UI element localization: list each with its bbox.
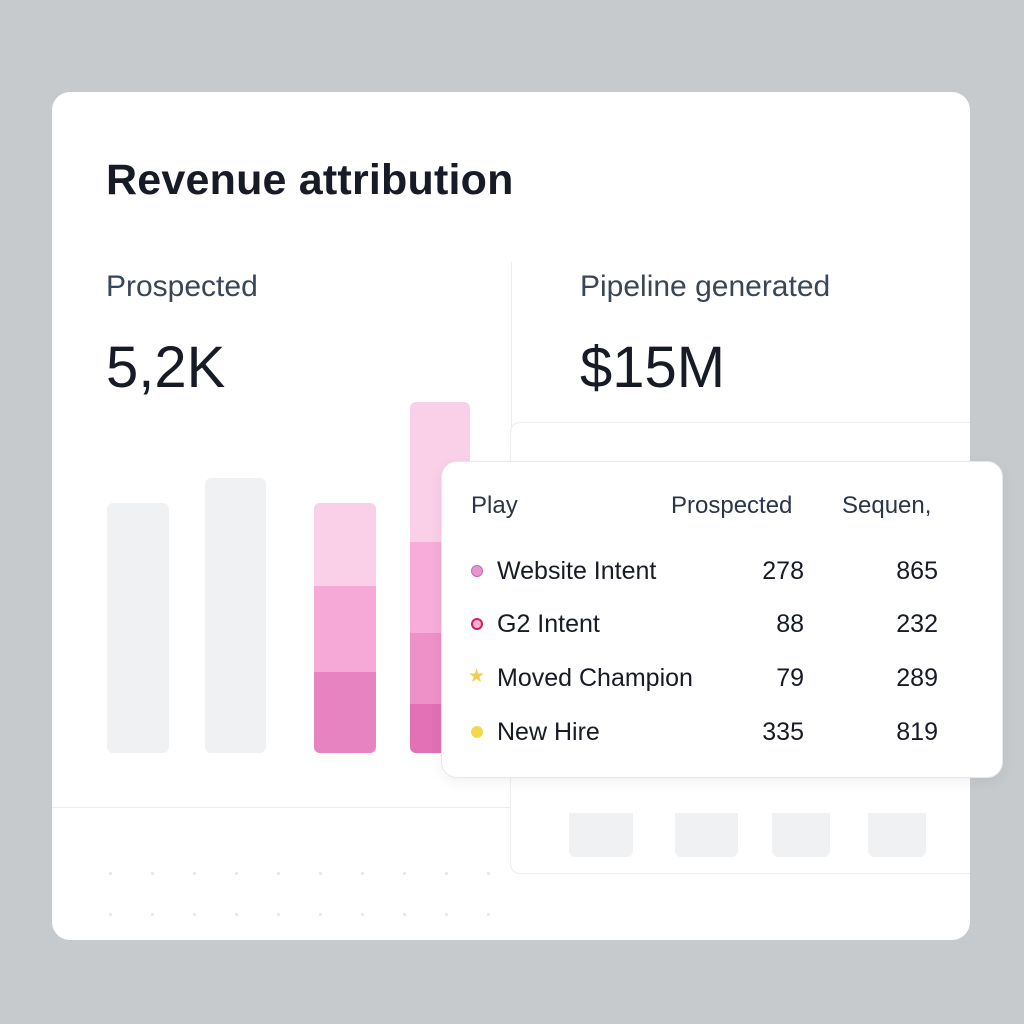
grid-dot bbox=[361, 872, 364, 875]
prospected-bar bbox=[205, 478, 266, 753]
pipeline-bar bbox=[868, 813, 926, 857]
table-row[interactable]: New Hire 335 819 bbox=[442, 712, 1002, 752]
play-name: Moved Champion bbox=[497, 664, 693, 692]
table-row[interactable]: Website Intent 278 865 bbox=[442, 551, 1002, 591]
header-play: Play bbox=[471, 492, 518, 519]
grid-dot bbox=[361, 913, 364, 916]
prospected-count: 278 bbox=[762, 557, 804, 585]
grid-dot bbox=[151, 872, 154, 875]
grid-dot bbox=[319, 913, 322, 916]
prospected-value: 5,2K bbox=[106, 335, 226, 400]
prospected-count: 335 bbox=[762, 718, 804, 746]
grid-dot bbox=[109, 872, 112, 875]
grid-dot bbox=[109, 913, 112, 916]
sequenced-count: 865 bbox=[896, 557, 938, 585]
plays-tooltip-table: Play Prospected Sequen, Website Intent 2… bbox=[441, 461, 1003, 778]
play-name: G2 Intent bbox=[497, 610, 600, 638]
prospected-count: 79 bbox=[776, 664, 804, 692]
play-name: Website Intent bbox=[497, 557, 657, 585]
card-title: Revenue attribution bbox=[106, 156, 514, 204]
grid-dot bbox=[487, 872, 490, 875]
grid-dot bbox=[277, 872, 280, 875]
prospected-label: Prospected bbox=[106, 270, 258, 303]
grid-dot bbox=[277, 913, 280, 916]
divider bbox=[52, 807, 511, 808]
ring-dot-icon bbox=[471, 618, 483, 630]
bar-segment bbox=[314, 503, 376, 586]
grid-dot bbox=[151, 913, 154, 916]
bar-segment bbox=[314, 586, 376, 672]
pipeline-bar bbox=[772, 813, 830, 857]
sequenced-count: 232 bbox=[896, 610, 938, 638]
pipeline-value: $15M bbox=[580, 335, 726, 400]
star-icon: ★ bbox=[468, 666, 486, 687]
prospected-bar-stacked bbox=[314, 503, 376, 753]
grid-dot bbox=[487, 913, 490, 916]
yellow-dot-icon bbox=[471, 726, 483, 738]
pipeline-label: Pipeline generated bbox=[580, 270, 831, 303]
grid-dot bbox=[235, 872, 238, 875]
grid-dot bbox=[193, 872, 196, 875]
pipeline-bar bbox=[569, 813, 633, 857]
play-name: New Hire bbox=[497, 718, 600, 746]
grid-dot bbox=[193, 913, 196, 916]
grid-dot bbox=[319, 872, 322, 875]
grid-dot bbox=[403, 913, 406, 916]
sequenced-count: 819 bbox=[896, 718, 938, 746]
table-row[interactable]: ★ Moved Champion 79 289 bbox=[442, 658, 1002, 698]
prospected-count: 88 bbox=[776, 610, 804, 638]
pipeline-bar bbox=[675, 813, 738, 857]
grid-dot bbox=[235, 913, 238, 916]
pink-dot-icon bbox=[471, 565, 483, 577]
prospected-bar bbox=[107, 503, 169, 753]
grid-dot bbox=[403, 872, 406, 875]
table-row[interactable]: G2 Intent 88 232 bbox=[442, 604, 1002, 644]
header-sequenced: Sequen, bbox=[842, 492, 932, 519]
header-prospected: Prospected bbox=[671, 492, 793, 519]
sequenced-count: 289 bbox=[896, 664, 938, 692]
bar-segment bbox=[314, 672, 376, 753]
grid-dot bbox=[445, 872, 448, 875]
grid-dot bbox=[445, 913, 448, 916]
